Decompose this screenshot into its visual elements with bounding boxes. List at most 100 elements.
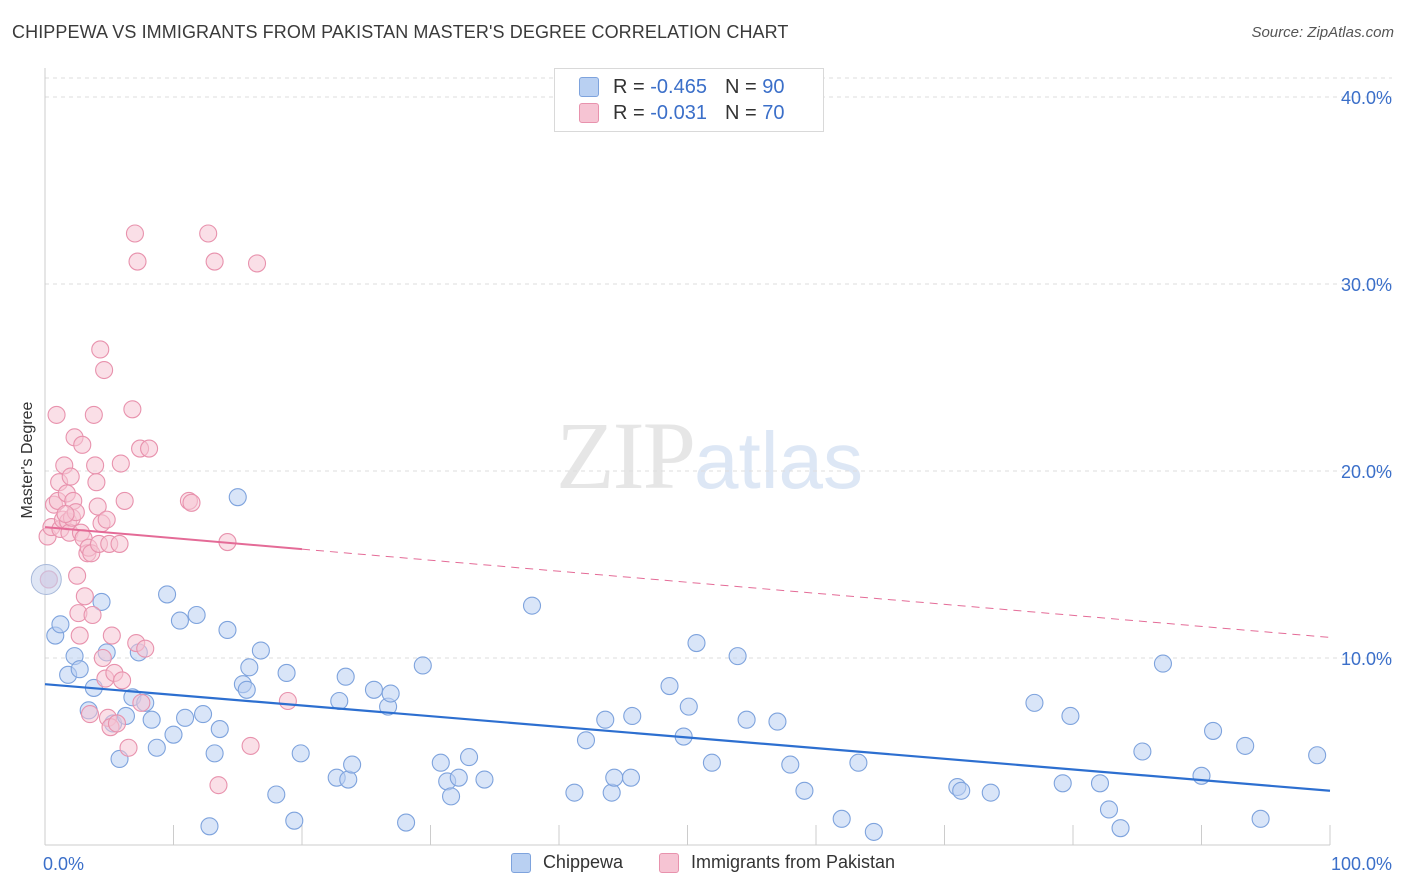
pakistan-point [93,648,112,668]
chippewa-point [576,731,596,750]
grid-lines [45,77,1392,659]
pakistan-point [128,252,147,271]
x-tick-label: 0.0% [43,854,84,874]
chippewa-point [1153,654,1172,673]
chart-title: CHIPPEWA VS IMMIGRANTS FROM PAKISTAN MAS… [12,22,789,42]
stats-r-value: -0.465 [650,75,707,98]
chippewa-point [336,667,355,686]
chippewa-point [768,712,787,731]
chippewa-point [795,781,814,800]
chippewa-point [1236,736,1255,755]
pakistan-point [80,705,100,724]
legend-swatch-pakistan [659,852,679,873]
pakistan-point [278,691,297,711]
chippewa-point [339,770,358,789]
chippewa-trend-line [44,683,1331,792]
chippewa-point [381,684,400,703]
chippewa-point [449,768,468,787]
axes [44,68,1331,846]
chippewa-point [849,753,868,772]
pakistan-point [199,224,218,243]
chippewa-point [864,822,883,841]
chippewa-point [1090,774,1110,793]
chippewa-point [237,680,256,699]
pakistan-point [87,473,106,492]
chippewa-point [240,658,259,677]
pakistan-point [241,736,260,755]
chippewa-point [194,705,213,724]
chippewa-point [1053,774,1072,793]
pakistan-point [111,454,130,473]
chippewa-point [981,783,1000,802]
pakistan-point [73,435,92,454]
chippewa-point [164,725,183,744]
chippewa-point [170,611,189,630]
chippewa-point [176,708,195,727]
watermark-zip: ZIP [556,402,696,509]
chippewa-point [92,592,111,611]
legend-label-chippewa: Chippewa [542,852,623,872]
legend-item-pakistan[interactable]: Immigrants from Pakistan [659,852,895,873]
chippewa-point [70,660,89,679]
y-tick-label: 10.0% [1341,649,1392,669]
pakistan-point [70,626,89,645]
pakistan-point [84,405,103,424]
x-tick-label: 100.0% [1331,854,1392,874]
chippewa-point [623,706,642,726]
stats-n-label: N = [724,75,757,98]
pakistan-point [136,639,155,658]
stats-n-label: N = [724,101,757,124]
chippewa-point [285,811,304,830]
pakistan-trend-line [44,526,303,551]
pakistan-point [47,405,66,424]
chippewa-point [210,720,229,739]
chippewa-point [596,710,615,729]
chippewa-point [142,710,161,729]
chippewa-point [1025,693,1044,712]
pakistan-point [86,456,105,475]
chippewa-point [413,656,432,675]
chippewa-point [565,783,584,802]
pakistan-point [205,252,224,271]
chippewa-point [1308,746,1327,765]
chippewa-point [1111,819,1130,838]
chippewa-point [364,680,384,699]
chippewa-point [277,663,296,683]
stats-row-chippewa: R = -0.465 N = 90 [579,75,784,99]
chippewa-point [397,813,416,832]
y-tick-label: 40.0% [1341,88,1392,108]
chippewa-point [442,787,461,806]
chippewa-point [1133,742,1152,761]
chippewa-point [602,783,621,802]
legend-swatch-chippewa [510,852,531,873]
stats-swatch-pakistan [579,103,599,123]
pakistan-point [61,467,80,486]
stats-r-label: R = [613,75,645,98]
chippewa-point [459,748,479,767]
chippewa-point [522,596,542,615]
chippewa-point [702,753,721,772]
pakistan-point [119,738,138,757]
pakistan-trend-line-extension [301,548,1331,638]
pakistan-point [83,605,102,625]
chippewa-point [687,633,706,653]
pakistan-point [95,360,114,380]
legend-label-pakistan: Immigrants from Pakistan [691,852,896,872]
chippewa-point [51,615,70,634]
pakistan-point [209,776,228,795]
legend-item-chippewa[interactable]: Chippewa [510,852,623,873]
tick-labels: 10.0% 20.0% 30.0% 40.0% 0.0% 100.0% [43,88,1392,874]
pakistan-point [91,340,110,359]
chart-source: Source: ZipAtlas.com [1251,24,1394,41]
chippewa-point [679,697,698,716]
chippewa-point [228,488,247,507]
watermark-atlas: atlas [694,416,863,505]
pakistan-point [56,504,75,524]
chippewa-point [952,781,971,800]
chippewa-point [1061,706,1080,726]
pakistan-point [102,626,121,645]
pakistan-point [182,493,201,512]
cluster-point [30,563,62,595]
chippewa-point [251,641,270,660]
